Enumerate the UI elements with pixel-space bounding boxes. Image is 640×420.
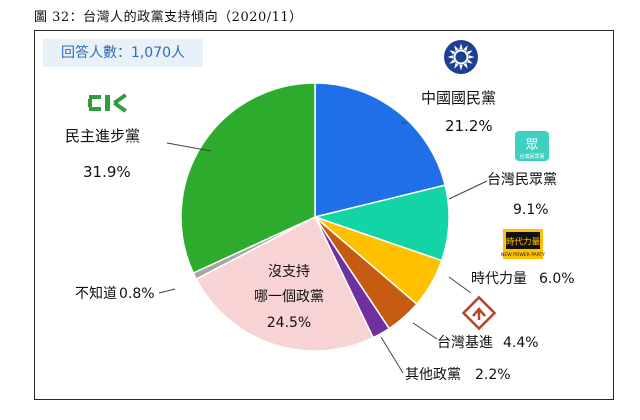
slice-value-unknown: 0.8% bbox=[119, 286, 155, 302]
tsp-logo-icon bbox=[461, 295, 497, 331]
tpp-logo-icon: 眾 台灣民眾黨 bbox=[515, 131, 549, 161]
tpp-logo-subtext: 台灣民眾黨 bbox=[519, 153, 544, 160]
slice-value-npp: 6.0% bbox=[539, 271, 575, 287]
slice-label-tsp: 台灣基進 bbox=[437, 334, 493, 351]
kmt-sun-ray bbox=[454, 45, 459, 52]
kmt-sun-ray bbox=[459, 64, 463, 71]
slice-label-none-line2: 哪一個政黨 bbox=[254, 289, 324, 305]
slice-label-kmt: 中國國民黨 bbox=[421, 89, 496, 107]
pie-slices bbox=[180, 82, 450, 352]
slice-value-none: 24.5% bbox=[267, 315, 311, 331]
slice-label-tpp: 台灣民眾黨 bbox=[487, 172, 557, 188]
slice-label-none-line1: 沒支持 bbox=[268, 263, 310, 280]
leader-line-dpp bbox=[166, 142, 212, 152]
pie-chart: 中國國民黨 21.2% 眾 台灣民眾黨 台灣民眾黨 9.1% 時代力量 NEW … bbox=[65, 40, 575, 383]
slice-label-other: 其他政黨 bbox=[405, 367, 461, 383]
kmt-sun-ray bbox=[463, 45, 468, 52]
kmt-sun-ray bbox=[449, 59, 456, 64]
pie-slice-none bbox=[195, 215, 375, 352]
slice-value-tpp: 9.1% bbox=[513, 202, 549, 218]
slice-label-unknown: 不知道 bbox=[75, 285, 117, 302]
npp-logo-text: 時代力量 bbox=[506, 237, 541, 248]
npp-logo-subtext: NEW POWER PARTY bbox=[501, 252, 545, 258]
kmt-sun-ray bbox=[449, 50, 456, 55]
dpp-logo-icon bbox=[88, 93, 127, 113]
respondents-count: 回答人數：1,070人 bbox=[43, 39, 203, 67]
leader-line-npp bbox=[448, 276, 472, 294]
kmt-sun-ray bbox=[459, 43, 463, 50]
slice-label-dpp: 民主進步黨 bbox=[65, 127, 140, 145]
leader-line-unknown bbox=[158, 288, 176, 294]
leader-line-other bbox=[380, 336, 404, 374]
slice-value-dpp: 31.9% bbox=[83, 163, 131, 181]
npp-logo-icon: 時代力量 NEW POWER PARTY bbox=[501, 229, 545, 259]
kmt-sun-ray bbox=[468, 55, 475, 59]
kmt-sun-ray bbox=[466, 59, 473, 64]
leader-line-tpp bbox=[448, 180, 488, 200]
kmt-sun-ray bbox=[454, 62, 459, 69]
kmt-sun-ray bbox=[447, 55, 454, 59]
kmt-sun-ray bbox=[466, 50, 473, 55]
slice-label-npp: 時代力量 bbox=[471, 271, 527, 287]
tpp-logo-text: 眾 bbox=[525, 138, 538, 153]
kmt-logo-icon bbox=[444, 40, 478, 74]
pie-slice-dpp bbox=[180, 82, 316, 275]
kmt-sun-ray bbox=[463, 62, 468, 69]
pie-slice-kmt bbox=[314, 82, 447, 218]
leader-line-tsp bbox=[412, 322, 438, 340]
slice-value-tsp: 4.4% bbox=[503, 335, 539, 351]
chart-frame: 回答人數：1,070人 中國國民黨 21.2% 眾 台灣民眾黨 台灣民眾黨 bbox=[34, 30, 614, 400]
slice-value-other: 2.2% bbox=[475, 367, 511, 383]
slice-value-kmt: 21.2% bbox=[445, 117, 493, 135]
leader-lines bbox=[158, 122, 488, 374]
figure-title: 圖 32：台灣人的政黨支持傾向（2020/11） bbox=[34, 10, 303, 25]
